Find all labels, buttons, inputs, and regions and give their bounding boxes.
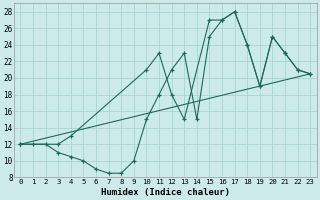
X-axis label: Humidex (Indice chaleur): Humidex (Indice chaleur) [101,188,230,197]
